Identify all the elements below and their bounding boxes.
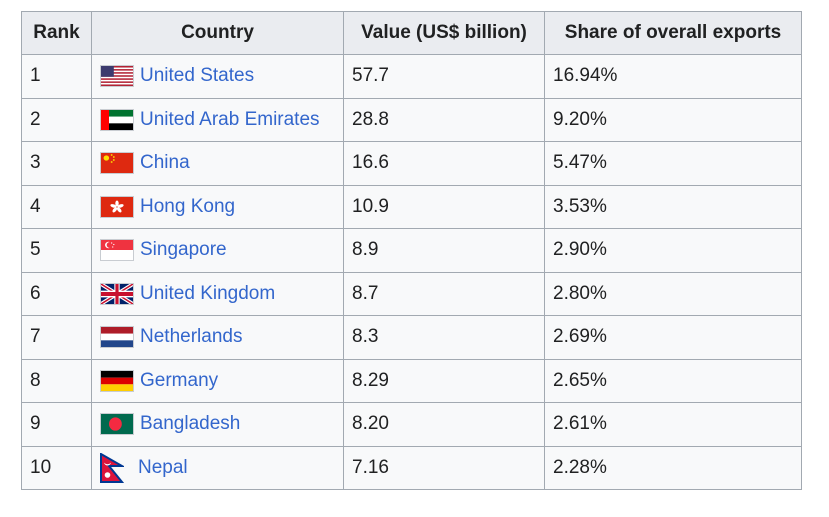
country-cell: Netherlands — [91, 315, 344, 360]
uk-flag-icon[interactable] — [100, 282, 134, 305]
hong-kong-flag-icon[interactable] — [100, 195, 134, 218]
country-cell: Singapore — [91, 228, 344, 273]
table-row: 4 Hong Kong 10.9 3.53 — [21, 184, 802, 229]
header-value[interactable]: Value (US$ billion) — [343, 11, 545, 55]
country-link-united-states[interactable]: United States — [140, 65, 255, 87]
country-link-germany[interactable]: Germany — [140, 369, 219, 391]
value-cell: 8.29 — [343, 358, 545, 403]
rank-cell: 5 — [21, 228, 92, 273]
country-cell: United States — [91, 54, 344, 99]
china-flag-icon[interactable] — [100, 152, 134, 175]
bangladesh-flag-icon[interactable] — [100, 413, 134, 436]
country-cell: United Arab Emirates — [91, 97, 344, 142]
exports-table-container: Rank Country Value (US$ billion) Share o… — [21, 11, 802, 490]
country-cell: Nepal — [91, 445, 344, 490]
table-row: 5 Singapore 8.9 2.90% — [21, 228, 802, 273]
country-cell: China — [91, 141, 344, 186]
rank-cell: 10 — [21, 445, 92, 490]
country-link-netherlands[interactable]: Netherlands — [140, 326, 243, 348]
share-cell: 5.47% — [544, 141, 802, 186]
share-cell: 2.65% — [544, 358, 802, 403]
country-link-singapore[interactable]: Singapore — [140, 239, 227, 261]
country-cell: United Kingdom — [91, 271, 344, 316]
rank-cell: 3 — [21, 141, 92, 186]
value-cell: 16.6 — [343, 141, 545, 186]
singapore-flag-icon[interactable] — [100, 239, 134, 262]
value-cell: 28.8 — [343, 97, 545, 142]
table-header-row: Rank Country Value (US$ billion) Share o… — [21, 11, 802, 55]
rank-cell: 8 — [21, 358, 92, 403]
value-cell: 8.3 — [343, 315, 545, 360]
header-share[interactable]: Share of overall exports — [544, 11, 802, 55]
share-cell: 2.80% — [544, 271, 802, 316]
share-cell: 2.61% — [544, 402, 802, 447]
country-link-united-kingdom[interactable]: United Kingdom — [140, 282, 276, 304]
value-cell: 10.9 — [343, 184, 545, 229]
rank-cell: 9 — [21, 402, 92, 447]
share-cell: 2.28% — [544, 445, 802, 490]
rank-cell: 6 — [21, 271, 92, 316]
value-cell: 7.16 — [343, 445, 545, 490]
share-cell: 16.94% — [544, 54, 802, 99]
table-row: 9 Bangladesh 8.20 2.61% — [21, 402, 802, 447]
value-cell: 57.7 — [343, 54, 545, 99]
rank-cell: 4 — [21, 184, 92, 229]
share-cell: 2.90% — [544, 228, 802, 273]
value-cell: 8.7 — [343, 271, 545, 316]
rank-cell: 7 — [21, 315, 92, 360]
table-row: 7 Netherlands 8.3 2.69% — [21, 315, 802, 360]
country-cell: Bangladesh — [91, 402, 344, 447]
header-country[interactable]: Country — [91, 11, 344, 55]
table-row: 1 United States 57.7 16.94% — [21, 54, 802, 99]
country-link-nepal[interactable]: Nepal — [138, 456, 188, 478]
table-row: 10 Nepal 7.16 2.28% — [21, 445, 802, 490]
table-row: 6 United Kingdom 8.7 2.80% — [21, 271, 802, 316]
share-cell: 9.20% — [544, 97, 802, 142]
share-cell: 3.53% — [544, 184, 802, 229]
rank-cell: 1 — [21, 54, 92, 99]
country-cell: Germany — [91, 358, 344, 403]
us-flag-icon[interactable] — [100, 65, 134, 88]
table-row: 8 Germany 8.29 2.65% — [21, 358, 802, 403]
exports-table: Rank Country Value (US$ billion) Share o… — [21, 11, 802, 490]
uae-flag-icon[interactable] — [100, 108, 134, 131]
table-row: 3 China 16.6 5.47% — [21, 141, 802, 186]
table-row: 2 United Arab Emirates 28.8 9.20% — [21, 97, 802, 142]
value-cell: 8.20 — [343, 402, 545, 447]
value-cell: 8.9 — [343, 228, 545, 273]
country-link-united-arab-emirates[interactable]: United Arab Emirates — [140, 108, 320, 130]
share-cell: 2.69% — [544, 315, 802, 360]
netherlands-flag-icon[interactable] — [100, 326, 134, 349]
header-rank[interactable]: Rank — [21, 11, 92, 55]
germany-flag-icon[interactable] — [100, 369, 134, 392]
nepal-flag-icon[interactable] — [100, 452, 124, 483]
country-link-china[interactable]: China — [140, 152, 190, 174]
country-link-bangladesh[interactable]: Bangladesh — [140, 413, 241, 435]
rank-cell: 2 — [21, 97, 92, 142]
country-cell: Hong Kong — [91, 184, 344, 229]
country-link-hong-kong[interactable]: Hong Kong — [140, 195, 236, 217]
